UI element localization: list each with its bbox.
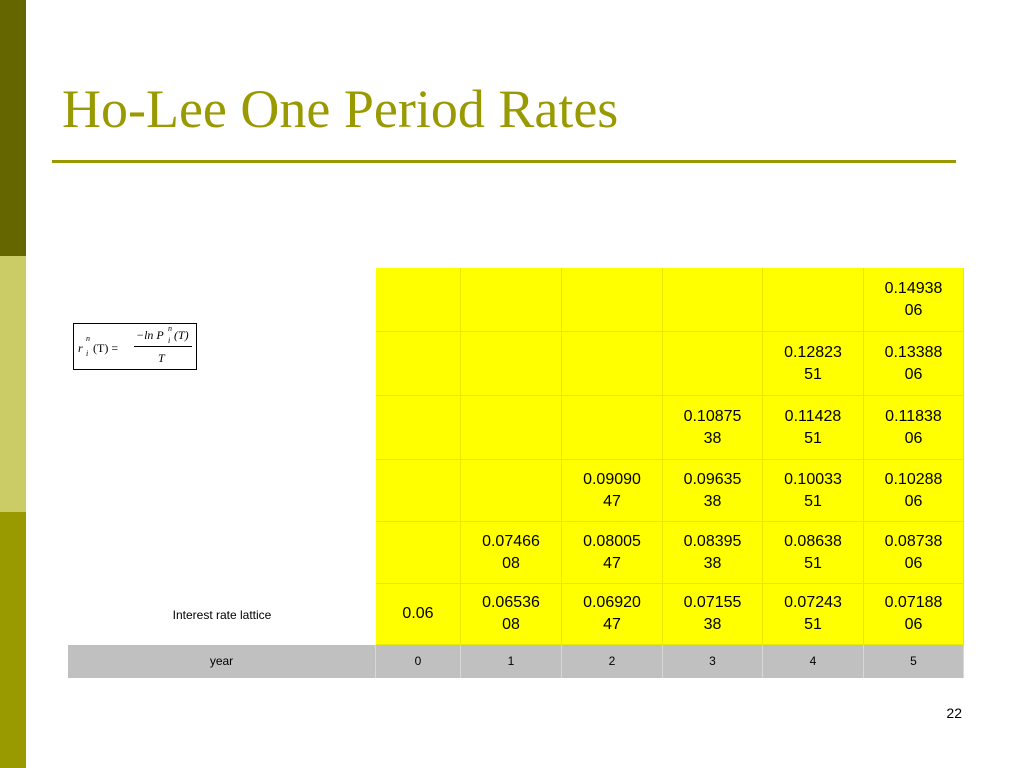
sidebar-stripe-middle xyxy=(0,256,26,512)
lattice-cell xyxy=(562,332,663,396)
lattice-cell xyxy=(562,268,663,332)
lattice-cell: 0.11428 51 xyxy=(763,396,864,460)
lattice-cell: 0.10875 38 xyxy=(663,396,763,460)
page-number: 22 xyxy=(946,705,962,721)
lattice-cell: 0.08638 51 xyxy=(763,522,864,584)
lattice-cell: 0.08395 38 xyxy=(663,522,763,584)
year-cell: 2 xyxy=(562,645,663,678)
year-cell: 3 xyxy=(663,645,763,678)
lattice-cell: 0.10033 51 xyxy=(763,460,864,522)
lattice-label: Interest rate lattice xyxy=(172,608,272,622)
lattice-cell xyxy=(663,332,763,396)
lattice-cell xyxy=(663,268,763,332)
year-label: year xyxy=(68,645,376,678)
lattice-cell: 0.09090 47 xyxy=(562,460,663,522)
lattice-cell xyxy=(461,268,562,332)
lattice-cell xyxy=(763,268,864,332)
lattice-cell xyxy=(376,268,461,332)
lattice-cell xyxy=(562,396,663,460)
lattice-cell xyxy=(376,522,461,584)
lattice-cell: 0.06920 47 xyxy=(562,584,663,645)
lattice-cell: 0.09635 38 xyxy=(663,460,763,522)
lattice-cell: 0.07466 08 xyxy=(461,522,562,584)
formula-r: r xyxy=(78,341,83,355)
sidebar-stripe-top xyxy=(0,0,26,256)
lattice-cell xyxy=(461,460,562,522)
formula-argument: (T) = xyxy=(93,341,119,355)
lattice-cell: 0.07243 51 xyxy=(763,584,864,645)
lattice-cell: 0.10288 06 xyxy=(864,460,964,522)
lattice-cell: 0.11838 06 xyxy=(864,396,964,460)
lattice-cell: 0.08738 06 xyxy=(864,522,964,584)
sidebar-stripe-bottom xyxy=(0,512,26,768)
year-cell: 0 xyxy=(376,645,461,678)
formula-denominator: T xyxy=(158,351,165,365)
formula-argument-right: (T) xyxy=(174,328,189,342)
formula-sub-left: i xyxy=(86,349,89,358)
lattice-cell xyxy=(461,332,562,396)
lattice-cell: 0.08005 47 xyxy=(562,522,663,584)
rate-formula: r n i (T) = −ln P n i (T) T xyxy=(73,323,197,370)
fraction-bar xyxy=(134,346,192,347)
lattice-cell: 0.06 xyxy=(376,584,461,645)
year-cell: 5 xyxy=(864,645,964,678)
year-cell: 4 xyxy=(763,645,864,678)
formula-sup-right: n xyxy=(168,324,172,333)
year-cell: 1 xyxy=(461,645,562,678)
lattice-cell: 0.13388 06 xyxy=(864,332,964,396)
lattice-cell xyxy=(376,332,461,396)
formula-numerator: −ln P xyxy=(136,328,164,342)
lattice-cell: 0.07155 38 xyxy=(663,584,763,645)
formula-sup-left: n xyxy=(86,334,90,343)
lattice-cell: 0.06536 08 xyxy=(461,584,562,645)
lattice-cell: 0.14938 06 xyxy=(864,268,964,332)
year-header-row: year 0 1 2 3 4 5 xyxy=(68,645,964,678)
lattice-cell xyxy=(376,460,461,522)
formula-sub-right: i xyxy=(168,336,171,345)
lattice-cell xyxy=(461,396,562,460)
lattice-cell: 0.07188 06 xyxy=(864,584,964,645)
title-underline xyxy=(52,160,956,163)
lattice-cell xyxy=(376,396,461,460)
lattice-cell: 0.12823 51 xyxy=(763,332,864,396)
slide-title: Ho-Lee One Period Rates xyxy=(62,79,619,139)
